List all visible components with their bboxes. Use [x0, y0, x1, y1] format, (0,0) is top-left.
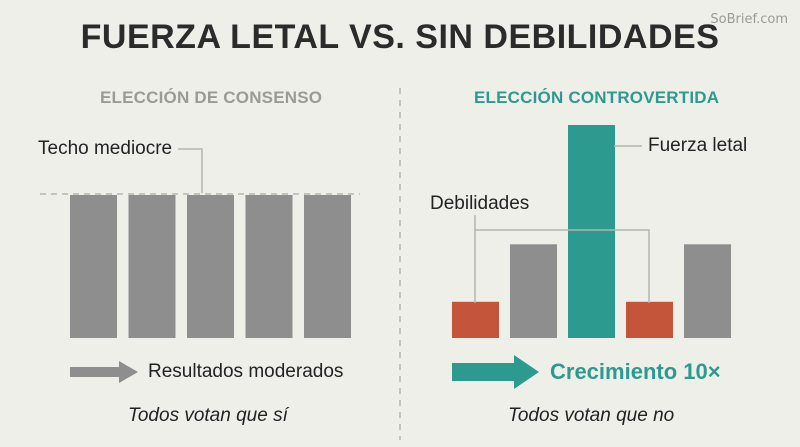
strength-label: Fuerza letal [648, 135, 748, 156]
page-title: FUERZA LETAL VS. SIN DEBILIDADES [80, 18, 720, 56]
consensus-bar [70, 195, 117, 338]
weakness-label: Debilidades [430, 193, 530, 214]
growth-label: Crecimiento 10× [550, 359, 721, 384]
consensus-bar [245, 195, 293, 338]
controversial-heading: ELECCIÓN CONTROVERTIDA [474, 88, 720, 107]
moderate-results-label: Resultados moderados [148, 361, 344, 382]
ceiling-connector [178, 148, 203, 193]
moderate-results-arrow [70, 361, 138, 383]
consensus-bar [304, 195, 351, 338]
left-bar-group [70, 195, 351, 338]
controversial-caption: Todos votan que no [508, 405, 675, 426]
weakness-bar [452, 301, 499, 338]
weakness-bar [626, 301, 673, 338]
ceiling-label: Techo mediocre [38, 138, 173, 159]
growth-arrow [452, 355, 539, 389]
neutral-bar [510, 244, 557, 338]
neutral-bar [684, 244, 731, 338]
strength-bar [568, 125, 615, 338]
consensus-heading: ELECCIÓN DE CONSENSO [100, 88, 323, 107]
weakness-connector [474, 229, 650, 303]
consensus-bar [128, 195, 176, 338]
consensus-bar [187, 195, 234, 338]
right-bar-group [452, 125, 731, 338]
watermark: SoBrief.com [710, 12, 788, 27]
consensus-caption: Todos votan que sí [128, 405, 288, 426]
